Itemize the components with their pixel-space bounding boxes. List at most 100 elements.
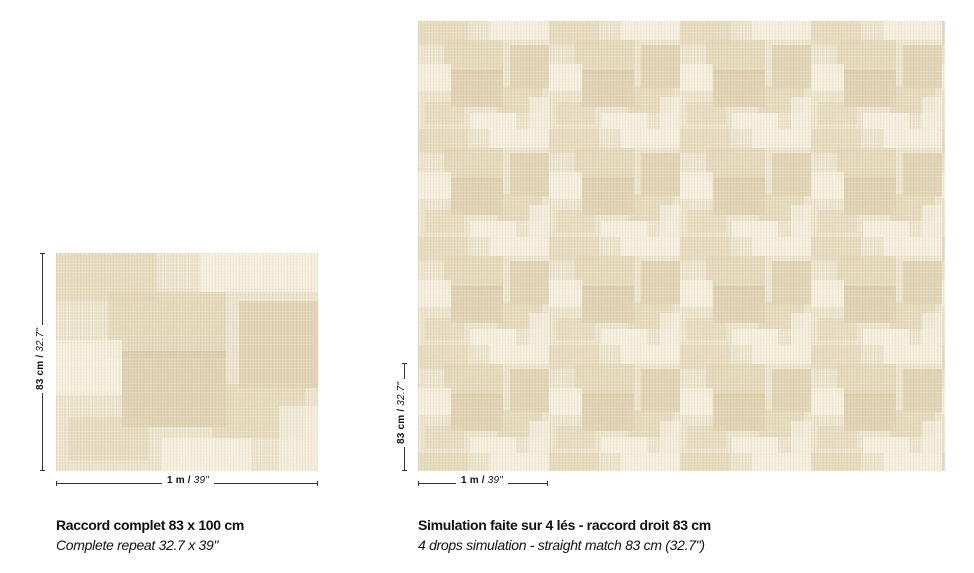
pattern-block xyxy=(752,129,811,149)
pattern-block xyxy=(922,96,942,129)
pattern-block xyxy=(549,388,582,416)
pattern-block xyxy=(883,345,942,365)
pattern-block xyxy=(509,44,549,88)
pattern-block xyxy=(529,420,549,453)
pattern-block xyxy=(490,129,549,149)
width-dimension-tick-left xyxy=(56,481,57,486)
pattern-block xyxy=(640,44,680,88)
pattern-block xyxy=(817,318,857,340)
pattern-block xyxy=(817,426,857,448)
pattern-block xyxy=(529,96,549,129)
pattern-block xyxy=(680,172,713,200)
pattern-block xyxy=(621,453,680,471)
pattern-block xyxy=(942,237,945,261)
repeat-caption-title: Raccord complet 83 x 100 cm xyxy=(56,517,244,533)
pattern-block xyxy=(811,280,844,308)
pattern-block xyxy=(732,328,779,345)
pattern-block xyxy=(680,345,730,369)
pattern-block xyxy=(640,368,680,412)
pattern-block xyxy=(791,204,811,237)
complete-repeat-swatch xyxy=(56,253,318,471)
pattern-block xyxy=(771,368,811,412)
pattern-block xyxy=(837,256,897,289)
sim-height-dimension-label: 83 cm / 32.7" xyxy=(396,378,407,447)
sim-width-label-text: 1 m / xyxy=(461,475,488,486)
height-dimension-label: 83 cm / 32.7" xyxy=(35,324,46,393)
pattern-block xyxy=(942,388,945,416)
pattern-block xyxy=(509,152,549,196)
pattern-block xyxy=(621,237,680,257)
height-label-inches: 32.7" xyxy=(35,327,46,352)
pattern-block xyxy=(942,21,945,45)
pattern-block xyxy=(791,96,811,129)
pattern-block xyxy=(640,152,680,196)
pattern-block xyxy=(444,256,504,289)
pattern-block xyxy=(686,426,726,448)
pattern-block xyxy=(680,453,730,471)
pattern-block xyxy=(160,438,253,471)
pattern-block xyxy=(450,393,504,432)
pattern-block xyxy=(575,364,635,397)
pattern-block xyxy=(712,69,766,108)
pattern-block xyxy=(56,340,122,395)
pattern-block xyxy=(843,285,897,324)
pattern-block xyxy=(621,345,680,365)
pattern-block xyxy=(902,260,942,304)
pattern-block xyxy=(811,388,844,416)
pattern-block xyxy=(418,280,451,308)
pattern-block xyxy=(771,152,811,196)
pattern-block xyxy=(811,453,861,471)
pattern-block xyxy=(121,351,227,428)
repeat-caption-subtitle: Complete repeat 32.7 x 39" xyxy=(56,537,219,553)
weave-texture xyxy=(418,21,945,471)
pattern-block xyxy=(680,129,730,153)
pattern-block xyxy=(732,112,779,129)
pattern-block xyxy=(660,96,680,129)
pattern-block xyxy=(811,172,844,200)
width-label-text: 1 m / xyxy=(167,475,194,486)
pattern-block xyxy=(444,40,504,73)
pattern-block xyxy=(200,253,318,293)
pattern-block xyxy=(752,453,811,471)
pattern-block xyxy=(575,256,635,289)
pattern-block xyxy=(450,69,504,108)
pattern-block xyxy=(444,364,504,397)
pattern-block xyxy=(444,148,504,181)
sim-height-tick-top xyxy=(402,363,407,364)
pattern-block xyxy=(791,312,811,345)
pattern-block xyxy=(883,237,942,257)
weave-texture xyxy=(56,253,318,471)
pattern-block xyxy=(922,420,942,453)
pattern-block xyxy=(843,177,897,216)
pattern-block xyxy=(811,129,861,153)
pattern-block xyxy=(942,453,945,471)
pattern-block xyxy=(490,21,549,41)
pattern-block xyxy=(660,312,680,345)
pattern-block xyxy=(837,148,897,181)
width-dimension-label: 1 m / 39" xyxy=(162,475,215,486)
pattern-block xyxy=(817,210,857,232)
pattern-block xyxy=(601,220,648,237)
pattern-block xyxy=(549,280,582,308)
pattern-block xyxy=(922,312,942,345)
pattern-block xyxy=(555,210,595,232)
height-dimension-tick-top xyxy=(40,253,45,254)
pattern-block xyxy=(883,453,942,471)
pattern-block xyxy=(621,129,680,149)
pattern-block xyxy=(686,102,726,124)
pattern-block xyxy=(278,405,318,471)
pattern-block xyxy=(706,40,766,73)
pattern-block xyxy=(549,21,599,45)
pattern-block xyxy=(811,64,844,92)
pattern-block xyxy=(239,300,318,389)
pattern-block xyxy=(712,285,766,324)
pattern-block xyxy=(686,318,726,340)
pattern-block xyxy=(549,64,582,92)
pattern-block xyxy=(942,129,945,153)
pattern-block xyxy=(791,420,811,453)
pattern-block xyxy=(418,172,451,200)
width-dimension-tick-right xyxy=(317,481,318,486)
drops-simulation-swatch xyxy=(418,21,945,471)
pattern-block xyxy=(549,453,599,471)
pattern-block xyxy=(529,204,549,237)
